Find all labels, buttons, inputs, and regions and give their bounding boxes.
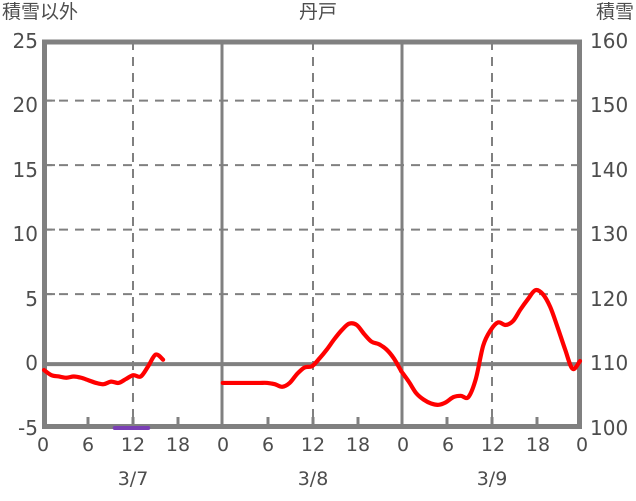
left-tick-neg5: -5 [18,416,38,440]
right-tick-160: 160 [590,29,629,53]
data-series-layer [41,287,583,430]
x-tick-5: 6 [261,434,275,456]
left-tick-5: 5 [25,287,38,311]
series-line-0-segment-2 [399,287,583,407]
x-tick-8: 0 [396,434,410,456]
x-tick-9: 6 [441,434,455,456]
left-tick-25: 25 [12,29,38,53]
left-tick-15: 15 [12,158,38,182]
x-tick-1: 6 [81,434,95,456]
left-axis-title: 積雪以外 [2,1,79,23]
x-tick-0: 0 [36,434,50,456]
x-tick-6: 12 [300,434,326,456]
chart-title: 丹戸 [298,1,337,23]
day-label-1: 3/8 [297,468,329,490]
right-tick-120: 120 [590,287,629,311]
right-tick-140: 140 [590,158,629,182]
right-axis-title: 積雪 [595,1,634,23]
right-tick-100: 100 [590,416,629,440]
x-tick-7: 18 [345,434,371,456]
x-tick-3: 18 [165,434,191,456]
axis-frame [42,39,582,429]
day-label-2: 3/9 [476,468,508,490]
x-tick-11: 18 [525,434,551,456]
x-tick-2: 12 [120,434,146,456]
series-line-0-segment-0 [41,352,166,387]
gridlines [43,41,581,428]
left-tick-10: 10 [12,222,38,246]
series-line-0-segment-1 [220,321,404,389]
right-tick-130: 130 [590,222,629,246]
x-tick-12: 0 [575,434,589,456]
day-label-0: 3/7 [117,468,149,490]
left-tick-20: 20 [12,93,38,117]
right-tick-150: 150 [590,93,629,117]
right-tick-110: 110 [590,351,629,375]
x-tick-10: 12 [480,434,506,456]
left-tick-0: 0 [25,351,38,375]
x-tick-4: 0 [216,434,230,456]
